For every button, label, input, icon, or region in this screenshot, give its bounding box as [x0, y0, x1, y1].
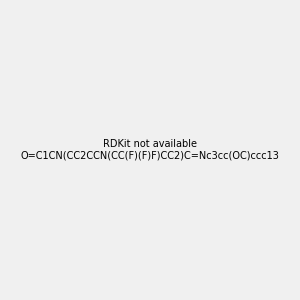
- Text: RDKit not available
O=C1CN(CC2CCN(CC(F)(F)F)CC2)C=Nc3cc(OC)ccc13: RDKit not available O=C1CN(CC2CCN(CC(F)(…: [21, 139, 279, 161]
